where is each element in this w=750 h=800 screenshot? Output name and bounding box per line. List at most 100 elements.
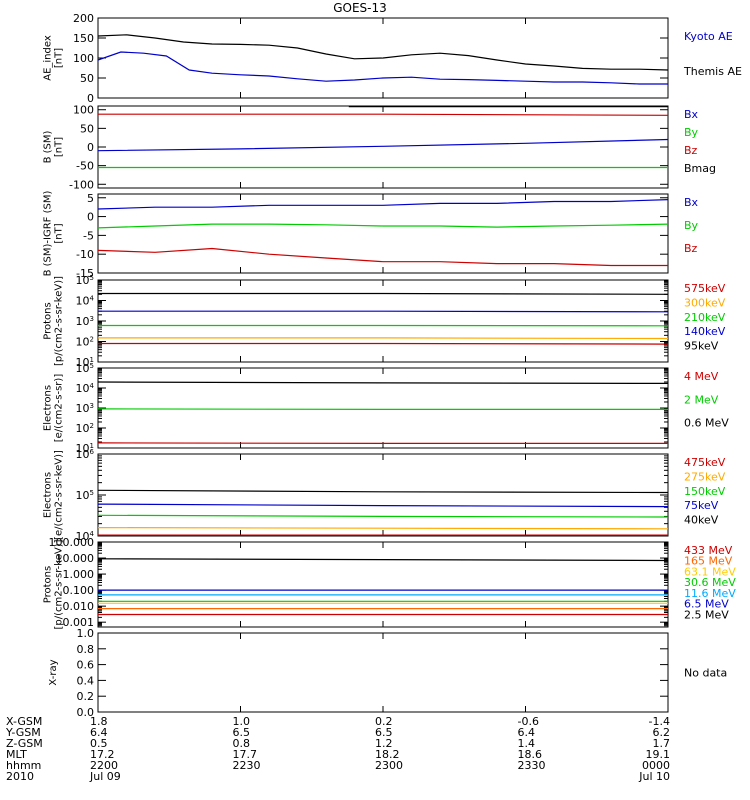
time-axis-value: 18.2: [375, 748, 400, 761]
y-tick-label: 10.000: [56, 552, 95, 565]
series-line-bx: [97, 199, 669, 210]
y-tick-label: 1.000: [63, 568, 95, 581]
y-tick-label: 104: [76, 530, 95, 543]
y-tick-label: 105: [76, 274, 94, 287]
time-axis-value: Jul 10: [638, 770, 670, 783]
y-axis-label: [p/(cm2-s-sr-keV)]: [54, 539, 65, 629]
time-axis-value: 6.2: [653, 726, 671, 739]
legend-entry: 150keV: [684, 485, 726, 498]
time-axis-value: 19.1: [646, 748, 671, 761]
y-axis-label: AE_index: [43, 35, 54, 81]
time-axis-value: 6.5: [233, 726, 251, 739]
legend-entry: Kyoto AE: [684, 30, 733, 43]
y-tick-label: 100: [73, 104, 94, 117]
y-tick-label: 0: [87, 92, 94, 105]
y-axis-label: Electrons: [43, 472, 54, 518]
time-axis-value: 1.4: [518, 737, 536, 750]
time-axis-value: -0.6: [518, 715, 539, 728]
series-line-2-mev: [97, 408, 668, 410]
y-tick-label: 150: [73, 32, 94, 45]
legend-entry: 2 MeV: [684, 393, 719, 406]
time-axis-row-label: Z-GSM: [6, 737, 43, 750]
time-axis-value: 6.4: [518, 726, 536, 739]
time-axis-row-label: MLT: [6, 748, 27, 761]
legend-entry: 300keV: [684, 296, 726, 309]
time-axis-value: 0.2: [375, 715, 393, 728]
series-line-0-6-mev: [97, 381, 669, 384]
legend-entry: 210keV: [684, 311, 726, 324]
time-axis-value: 2330: [518, 759, 546, 772]
y-tick-label: -5: [83, 229, 94, 242]
time-axis-value: 18.6: [518, 748, 543, 761]
legend-entry: Bx: [684, 196, 699, 209]
time-axis-value: 2200: [90, 759, 118, 772]
legend-entry: 433 MeV: [684, 544, 733, 557]
time-axis-value: 2230: [233, 759, 261, 772]
legend-entry: Bz: [684, 144, 698, 157]
y-tick-label: 104: [76, 382, 95, 395]
series-line-themis-ae: [97, 34, 669, 71]
time-axis-value: 0.8: [233, 737, 251, 750]
y-tick-label: 50: [80, 72, 94, 85]
time-axis-value: 1.8: [90, 715, 108, 728]
time-axis-row-label: hhmm: [6, 759, 41, 772]
legend-entry: 95keV: [684, 340, 719, 353]
series-line-kyoto-ae: [97, 51, 668, 85]
y-tick-label: 0.8: [77, 643, 95, 656]
y-tick-label: 105: [76, 362, 94, 375]
panel-frame: [97, 279, 669, 363]
legend-entry: 140keV: [684, 325, 726, 338]
legend-entry: 475keV: [684, 456, 726, 469]
time-axis-value: -1.4: [649, 715, 670, 728]
series-line-by: [97, 223, 669, 229]
legend-entry: 75keV: [684, 499, 719, 512]
y-axis-label: [nT]: [54, 48, 65, 68]
y-tick-label: 102: [76, 422, 94, 435]
y-tick-label: 5: [87, 192, 94, 205]
legend-entry: Bz: [684, 242, 698, 255]
y-axis-label: [nT]: [54, 223, 65, 243]
legend-entry: 40keV: [684, 514, 719, 527]
y-axis-label: Protons: [43, 302, 54, 339]
legend-entry: 0.6 MeV: [684, 417, 729, 430]
panel-frame: [97, 453, 669, 537]
time-axis-table: X-GSM 1.8 1.0 0.2 -0.6 -1.4 Y-GSM 6.4 6.5 6.5 6.4 6…: [5, 715, 670, 783]
legend-entry: 6.5 MeV: [684, 598, 729, 611]
legend-entry: Bx: [684, 108, 699, 121]
time-axis-value: Jul 09: [89, 770, 121, 783]
time-axis-value: 0000: [642, 759, 670, 772]
series-line-75kev: [97, 503, 669, 508]
series-line-95kev: [98, 292, 669, 295]
time-axis-value: 1.2: [375, 737, 393, 750]
legend-entry: 63.1 MeV: [684, 565, 736, 578]
time-axis-value: 1.0: [233, 715, 251, 728]
y-tick-label: 104: [76, 295, 95, 308]
y-tick-label: 105: [76, 489, 94, 502]
series-line-4-mev: [97, 442, 668, 444]
legend-entry: 165 MeV: [684, 555, 733, 568]
y-tick-label: -100: [69, 178, 94, 191]
y-axis-label: B (SM): [43, 130, 54, 163]
time-axis-value: 6.5: [375, 726, 393, 739]
y-tick-label: 101: [76, 442, 94, 455]
y-tick-label: -50: [76, 160, 94, 173]
series-line-bz: [97, 247, 668, 267]
y-tick-label: 102: [76, 336, 94, 349]
series-line-150kev: [97, 514, 669, 518]
time-axis-value: 1.7: [653, 737, 671, 750]
y-tick-label: 106: [76, 448, 95, 461]
y-tick-label: 0.100: [63, 584, 95, 597]
panel-frame: [97, 105, 669, 189]
time-axis-row-label: X-GSM: [6, 715, 42, 728]
y-tick-label: 0.001: [63, 616, 95, 629]
legend-entry: 575keV: [684, 282, 726, 295]
y-tick-label: 0.010: [63, 600, 95, 613]
y-axis-label: [e/(cm2-s-sr)]: [54, 374, 65, 443]
legend-entry: 275keV: [684, 470, 726, 483]
panel-frame: [97, 367, 669, 449]
legend-entry: 2.5 MeV: [684, 608, 729, 621]
time-axis-value: 6.4: [90, 726, 108, 739]
y-tick-label: 0: [87, 141, 94, 154]
time-axis-row-label: 2010: [6, 770, 34, 783]
